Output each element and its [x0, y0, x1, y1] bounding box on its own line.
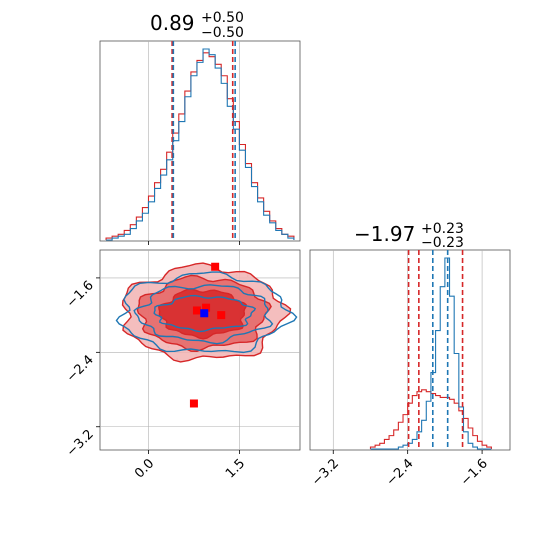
top-left-title-sub: −0.50 — [201, 25, 244, 41]
top-left-title-main: 0.89 — [150, 11, 195, 35]
bottom-right-ticks: −3.2 −2.4 −1.6 — [309, 450, 491, 489]
blue-density-contour — [133, 284, 274, 345]
blue-marker-point — [200, 309, 209, 318]
red-marker-point — [189, 399, 198, 408]
bottom-right-frame — [309, 249, 511, 451]
bottom-left-scatter-panel: 0.0 1.5 −1.6 −2.4 −3.2 — [64, 249, 301, 481]
red-marker-point — [217, 311, 226, 320]
bottom-right-title-sub: −0.23 — [421, 235, 464, 251]
bottom-right-quantile-lines — [407, 250, 464, 450]
bottom-left-contours — [115, 262, 298, 363]
y-tick-label: −2.4 — [64, 353, 97, 386]
red-marker-point — [192, 306, 201, 315]
y-tick-label: −1.6 — [64, 278, 97, 311]
x-tick-label: −1.6 — [458, 456, 491, 489]
blue-density-contour — [115, 271, 298, 354]
bottom-right-blue-histogram-step — [370, 257, 492, 450]
y-tick-label: −3.2 — [64, 427, 97, 460]
bottom-right-histogram-panel: −3.2 −2.4 −1.6 −1.97 +0.23 −0.23 — [309, 221, 511, 489]
top-left-quantile-lines — [171, 41, 236, 241]
x-tick-label: 0.0 — [132, 456, 157, 481]
top-left-title-sup: +0.50 — [201, 10, 244, 26]
x-tick-label: −3.2 — [309, 456, 342, 489]
bottom-left-marker-points — [189, 262, 226, 408]
bottom-right-histograms — [369, 257, 492, 450]
bottom-right-title-main: −1.97 — [354, 222, 415, 246]
red-marker-point — [211, 262, 220, 271]
bottom-right-grid — [332, 250, 483, 450]
top-left-blue-histogram-step — [106, 48, 295, 241]
top-left-histograms — [105, 48, 295, 241]
x-tick-label: −2.4 — [384, 456, 417, 489]
top-left-histogram-panel: 0.89 +0.50 −0.50 — [99, 10, 301, 245]
bottom-right-title-sup: +0.23 — [421, 221, 464, 237]
red-marker-point — [202, 303, 211, 312]
x-tick-label: 1.5 — [223, 456, 248, 481]
top-left-frame — [99, 40, 301, 242]
blue-density-contour — [153, 294, 257, 333]
